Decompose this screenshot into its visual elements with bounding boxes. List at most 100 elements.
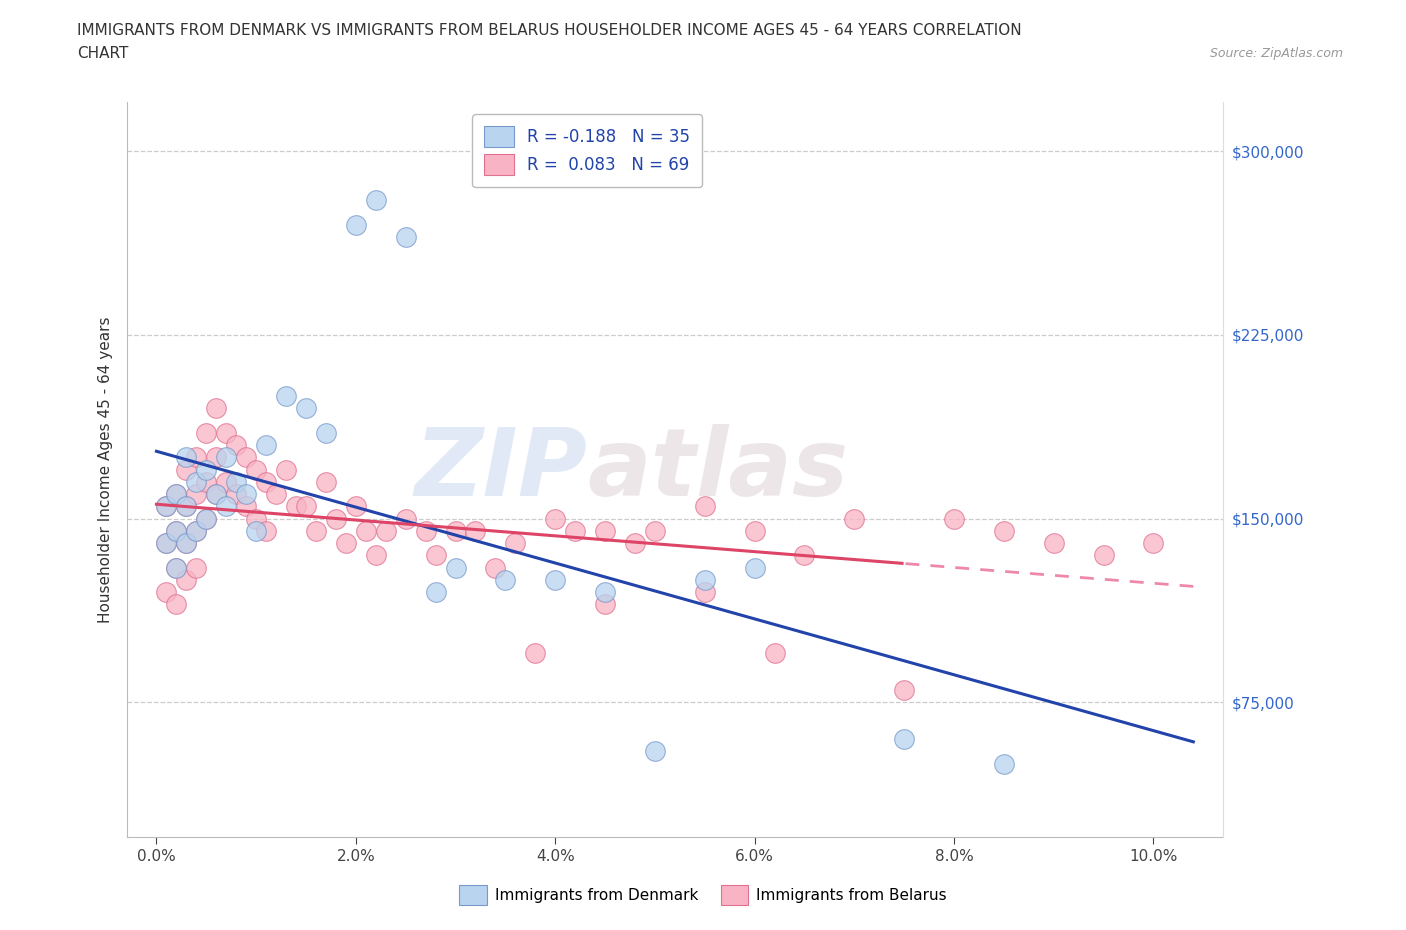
- Point: [195, 512, 218, 526]
- Text: Source: ZipAtlas.com: Source: ZipAtlas.com: [1209, 46, 1343, 60]
- Point: [195, 462, 218, 477]
- Point: [165, 524, 187, 538]
- Point: [235, 498, 257, 513]
- Point: [225, 438, 247, 453]
- Point: [444, 560, 467, 575]
- Point: [364, 193, 387, 207]
- Point: [186, 474, 208, 489]
- Point: [364, 548, 387, 563]
- Point: [943, 512, 966, 526]
- Point: [344, 498, 367, 513]
- Text: ZIP: ZIP: [415, 424, 588, 515]
- Point: [744, 524, 766, 538]
- Text: IMMIGRANTS FROM DENMARK VS IMMIGRANTS FROM BELARUS HOUSEHOLDER INCOME AGES 45 - : IMMIGRANTS FROM DENMARK VS IMMIGRANTS FR…: [77, 23, 1022, 38]
- Point: [425, 548, 447, 563]
- Point: [354, 524, 377, 538]
- Point: [993, 756, 1015, 771]
- Point: [295, 401, 318, 416]
- Point: [245, 462, 267, 477]
- Point: [544, 573, 567, 588]
- Point: [374, 524, 396, 538]
- Point: [693, 585, 716, 600]
- Point: [444, 524, 467, 538]
- Point: [165, 597, 187, 612]
- Point: [165, 560, 187, 575]
- Point: [254, 474, 277, 489]
- Point: [176, 573, 198, 588]
- Point: [274, 389, 297, 404]
- Point: [763, 646, 786, 661]
- Point: [195, 474, 218, 489]
- Point: [186, 524, 208, 538]
- Point: [1092, 548, 1115, 563]
- Point: [155, 498, 177, 513]
- Point: [165, 486, 187, 501]
- Point: [415, 524, 437, 538]
- Point: [344, 218, 367, 232]
- Point: [176, 462, 198, 477]
- Point: [464, 524, 486, 538]
- Point: [205, 486, 228, 501]
- Point: [993, 524, 1015, 538]
- Point: [215, 450, 238, 465]
- Point: [245, 524, 267, 538]
- Point: [893, 732, 915, 747]
- Point: [644, 524, 666, 538]
- Point: [593, 524, 616, 538]
- Point: [1042, 536, 1064, 551]
- Point: [494, 573, 516, 588]
- Point: [395, 512, 418, 526]
- Point: [335, 536, 357, 551]
- Point: [215, 498, 238, 513]
- Point: [205, 401, 228, 416]
- Point: [195, 426, 218, 441]
- Point: [165, 560, 187, 575]
- Point: [274, 462, 297, 477]
- Point: [165, 524, 187, 538]
- Point: [235, 450, 257, 465]
- Point: [176, 536, 198, 551]
- Point: [205, 486, 228, 501]
- Point: [186, 486, 208, 501]
- Point: [176, 450, 198, 465]
- Point: [295, 498, 318, 513]
- Point: [176, 498, 198, 513]
- Point: [186, 450, 208, 465]
- Point: [225, 486, 247, 501]
- Point: [195, 512, 218, 526]
- Point: [315, 426, 337, 441]
- Point: [425, 585, 447, 600]
- Point: [215, 426, 238, 441]
- Point: [245, 512, 267, 526]
- Text: CHART: CHART: [77, 46, 129, 61]
- Point: [176, 536, 198, 551]
- Point: [225, 474, 247, 489]
- Point: [524, 646, 547, 661]
- Point: [165, 486, 187, 501]
- Point: [325, 512, 347, 526]
- Point: [893, 683, 915, 698]
- Point: [155, 585, 177, 600]
- Point: [315, 474, 337, 489]
- Point: [693, 498, 716, 513]
- Point: [564, 524, 586, 538]
- Point: [793, 548, 815, 563]
- Point: [693, 573, 716, 588]
- Point: [484, 560, 506, 575]
- Point: [215, 474, 238, 489]
- Point: [505, 536, 527, 551]
- Point: [254, 438, 277, 453]
- Point: [155, 536, 177, 551]
- Legend: Immigrants from Denmark, Immigrants from Belarus: Immigrants from Denmark, Immigrants from…: [453, 880, 953, 911]
- Point: [844, 512, 866, 526]
- Point: [264, 486, 287, 501]
- Point: [254, 524, 277, 538]
- Point: [624, 536, 647, 551]
- Point: [593, 585, 616, 600]
- Point: [395, 230, 418, 245]
- Y-axis label: Householder Income Ages 45 - 64 years: Householder Income Ages 45 - 64 years: [98, 316, 114, 623]
- Point: [305, 524, 328, 538]
- Legend: R = -0.188   N = 35, R =  0.083   N = 69: R = -0.188 N = 35, R = 0.083 N = 69: [472, 114, 702, 187]
- Point: [205, 450, 228, 465]
- Point: [644, 744, 666, 759]
